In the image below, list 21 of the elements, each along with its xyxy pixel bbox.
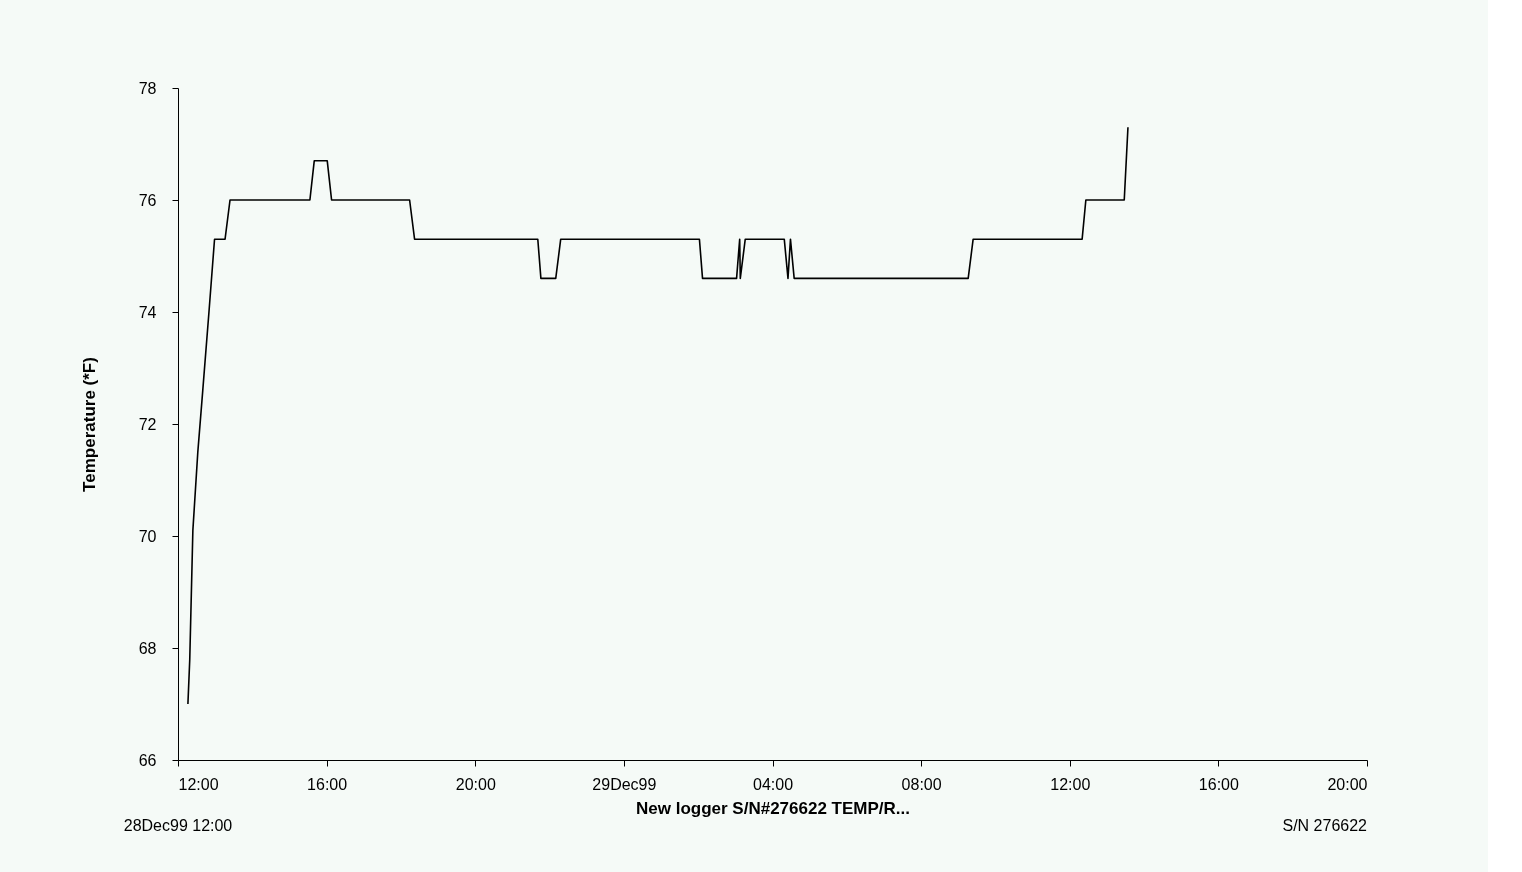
x-tick-label: 08:00 <box>901 775 942 793</box>
x-axis-title: New logger S/N#276622 TEMP/R... <box>636 798 910 818</box>
y-tick-label: 70 <box>138 527 157 545</box>
x-tick-label: 12:00 <box>178 775 219 793</box>
text: 28Dec99 12:00 <box>123 817 233 834</box>
y-axis-title: Temperature (*F) <box>79 357 99 492</box>
y-tick-label: 76 <box>138 191 157 209</box>
y-tick-label: 68 <box>138 639 157 657</box>
x-tick-label: 20:00 <box>1327 775 1368 793</box>
line-series <box>187 126 1129 705</box>
y-tick-label: 78 <box>138 79 157 97</box>
x-tick-label: 20:00 <box>455 775 496 793</box>
x-tick-label: 12:00 <box>1050 775 1091 793</box>
x-tick-label: 04:00 <box>752 775 794 793</box>
x-tick-label: 16:00 <box>1198 775 1239 793</box>
x-tick-label: 29Dec99 <box>592 775 657 793</box>
text: S/N 276622 <box>1282 817 1368 834</box>
y-tick-label: 72 <box>138 415 157 433</box>
y-tick-label: 66 <box>138 751 157 769</box>
y-tick-label: 74 <box>138 303 157 321</box>
x-tick-label: 16:00 <box>307 775 348 793</box>
